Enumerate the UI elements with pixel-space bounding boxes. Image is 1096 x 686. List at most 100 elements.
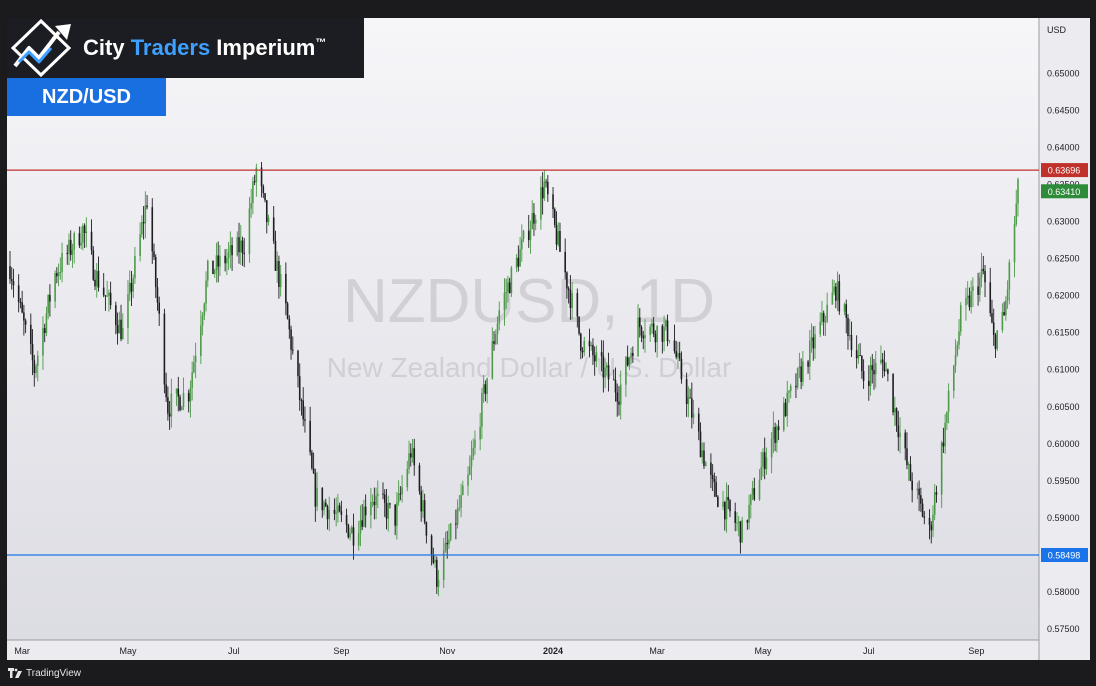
candle <box>992 308 995 346</box>
candle <box>715 476 717 498</box>
candle <box>383 489 386 517</box>
candle <box>795 373 797 399</box>
candle <box>95 262 98 298</box>
candle <box>496 316 499 345</box>
candle <box>493 331 495 351</box>
candle <box>236 231 239 257</box>
candle <box>928 509 931 540</box>
candle <box>567 286 570 304</box>
candle <box>61 242 63 283</box>
candle <box>406 460 409 492</box>
candle <box>885 362 887 372</box>
candle <box>302 387 305 427</box>
candle <box>312 452 315 475</box>
candle <box>809 329 811 381</box>
candle <box>33 354 36 387</box>
candle <box>933 484 936 521</box>
candle <box>248 197 251 263</box>
candle <box>959 302 962 336</box>
y-tick-label: 0.64000 <box>1047 143 1080 153</box>
candle <box>437 570 440 597</box>
candle <box>324 498 327 508</box>
candle <box>201 312 204 336</box>
candle <box>1001 303 1004 333</box>
candle <box>789 383 792 399</box>
candle <box>425 521 428 544</box>
footer-bar: TradingView <box>0 660 1096 686</box>
candle <box>314 468 317 522</box>
x-tick-label: May <box>119 646 137 656</box>
candle <box>219 245 221 276</box>
candle <box>163 308 166 394</box>
candle <box>859 343 861 357</box>
candle <box>69 230 72 261</box>
y-tick-label: 0.64500 <box>1047 106 1080 116</box>
candle <box>375 487 377 520</box>
candle <box>802 350 804 387</box>
candle <box>116 312 119 345</box>
candle <box>260 161 263 198</box>
candle <box>618 386 620 416</box>
candle <box>146 194 148 210</box>
chart-panel[interactable]: NZDUSD, 1D New Zealand Dollar / U.S. Dol… <box>7 18 1090 660</box>
candle <box>316 472 318 512</box>
candle <box>600 340 603 372</box>
candle <box>231 237 233 271</box>
candle <box>953 364 955 399</box>
candle <box>170 378 173 428</box>
candle <box>449 522 452 542</box>
candle <box>592 338 594 366</box>
candle <box>897 410 900 451</box>
candle <box>907 461 910 482</box>
candle <box>918 480 920 512</box>
candle <box>24 318 27 334</box>
y-axis-currency: USD <box>1047 25 1067 35</box>
price-chart[interactable]: NZDUSD, 1D New Zealand Dollar / U.S. Dol… <box>7 18 1090 660</box>
candle <box>904 429 907 461</box>
candle <box>335 497 337 527</box>
candle <box>250 188 252 218</box>
candle <box>352 513 355 560</box>
candle <box>21 290 23 314</box>
candle <box>848 318 851 341</box>
candle <box>737 515 740 537</box>
candle <box>644 319 646 353</box>
candle <box>31 329 34 376</box>
candle <box>895 407 898 432</box>
candle <box>576 288 579 328</box>
candle <box>435 556 438 594</box>
candle <box>666 314 669 347</box>
watermark-description: New Zealand Dollar / U.S. Dollar <box>327 352 732 383</box>
x-tick-label: Nov <box>439 646 456 656</box>
candle <box>45 306 48 337</box>
candle <box>503 278 506 326</box>
candle <box>946 411 948 430</box>
trademark-symbol: ™ <box>315 37 327 49</box>
candle <box>980 252 983 288</box>
candle <box>326 504 329 530</box>
candle <box>604 358 606 389</box>
candle <box>10 267 13 290</box>
candle <box>1003 301 1005 316</box>
candle <box>701 442 704 464</box>
candle <box>751 480 754 501</box>
candle <box>942 427 945 453</box>
y-tick-label: 0.65000 <box>1047 69 1080 79</box>
candle <box>42 316 44 370</box>
price-labels: 0.63696 0.58498 0.63410 <box>1041 163 1088 562</box>
candle <box>689 388 691 399</box>
candle <box>36 350 39 382</box>
candle <box>321 487 324 518</box>
candle <box>746 519 749 530</box>
candle <box>547 175 549 202</box>
candle <box>920 487 922 512</box>
candle <box>527 214 530 248</box>
candle <box>553 207 556 228</box>
candle <box>821 301 823 326</box>
candle <box>845 299 848 334</box>
candle <box>640 325 643 343</box>
candle <box>642 331 645 350</box>
candle <box>510 265 513 297</box>
candle <box>213 268 216 278</box>
candle <box>869 356 872 396</box>
